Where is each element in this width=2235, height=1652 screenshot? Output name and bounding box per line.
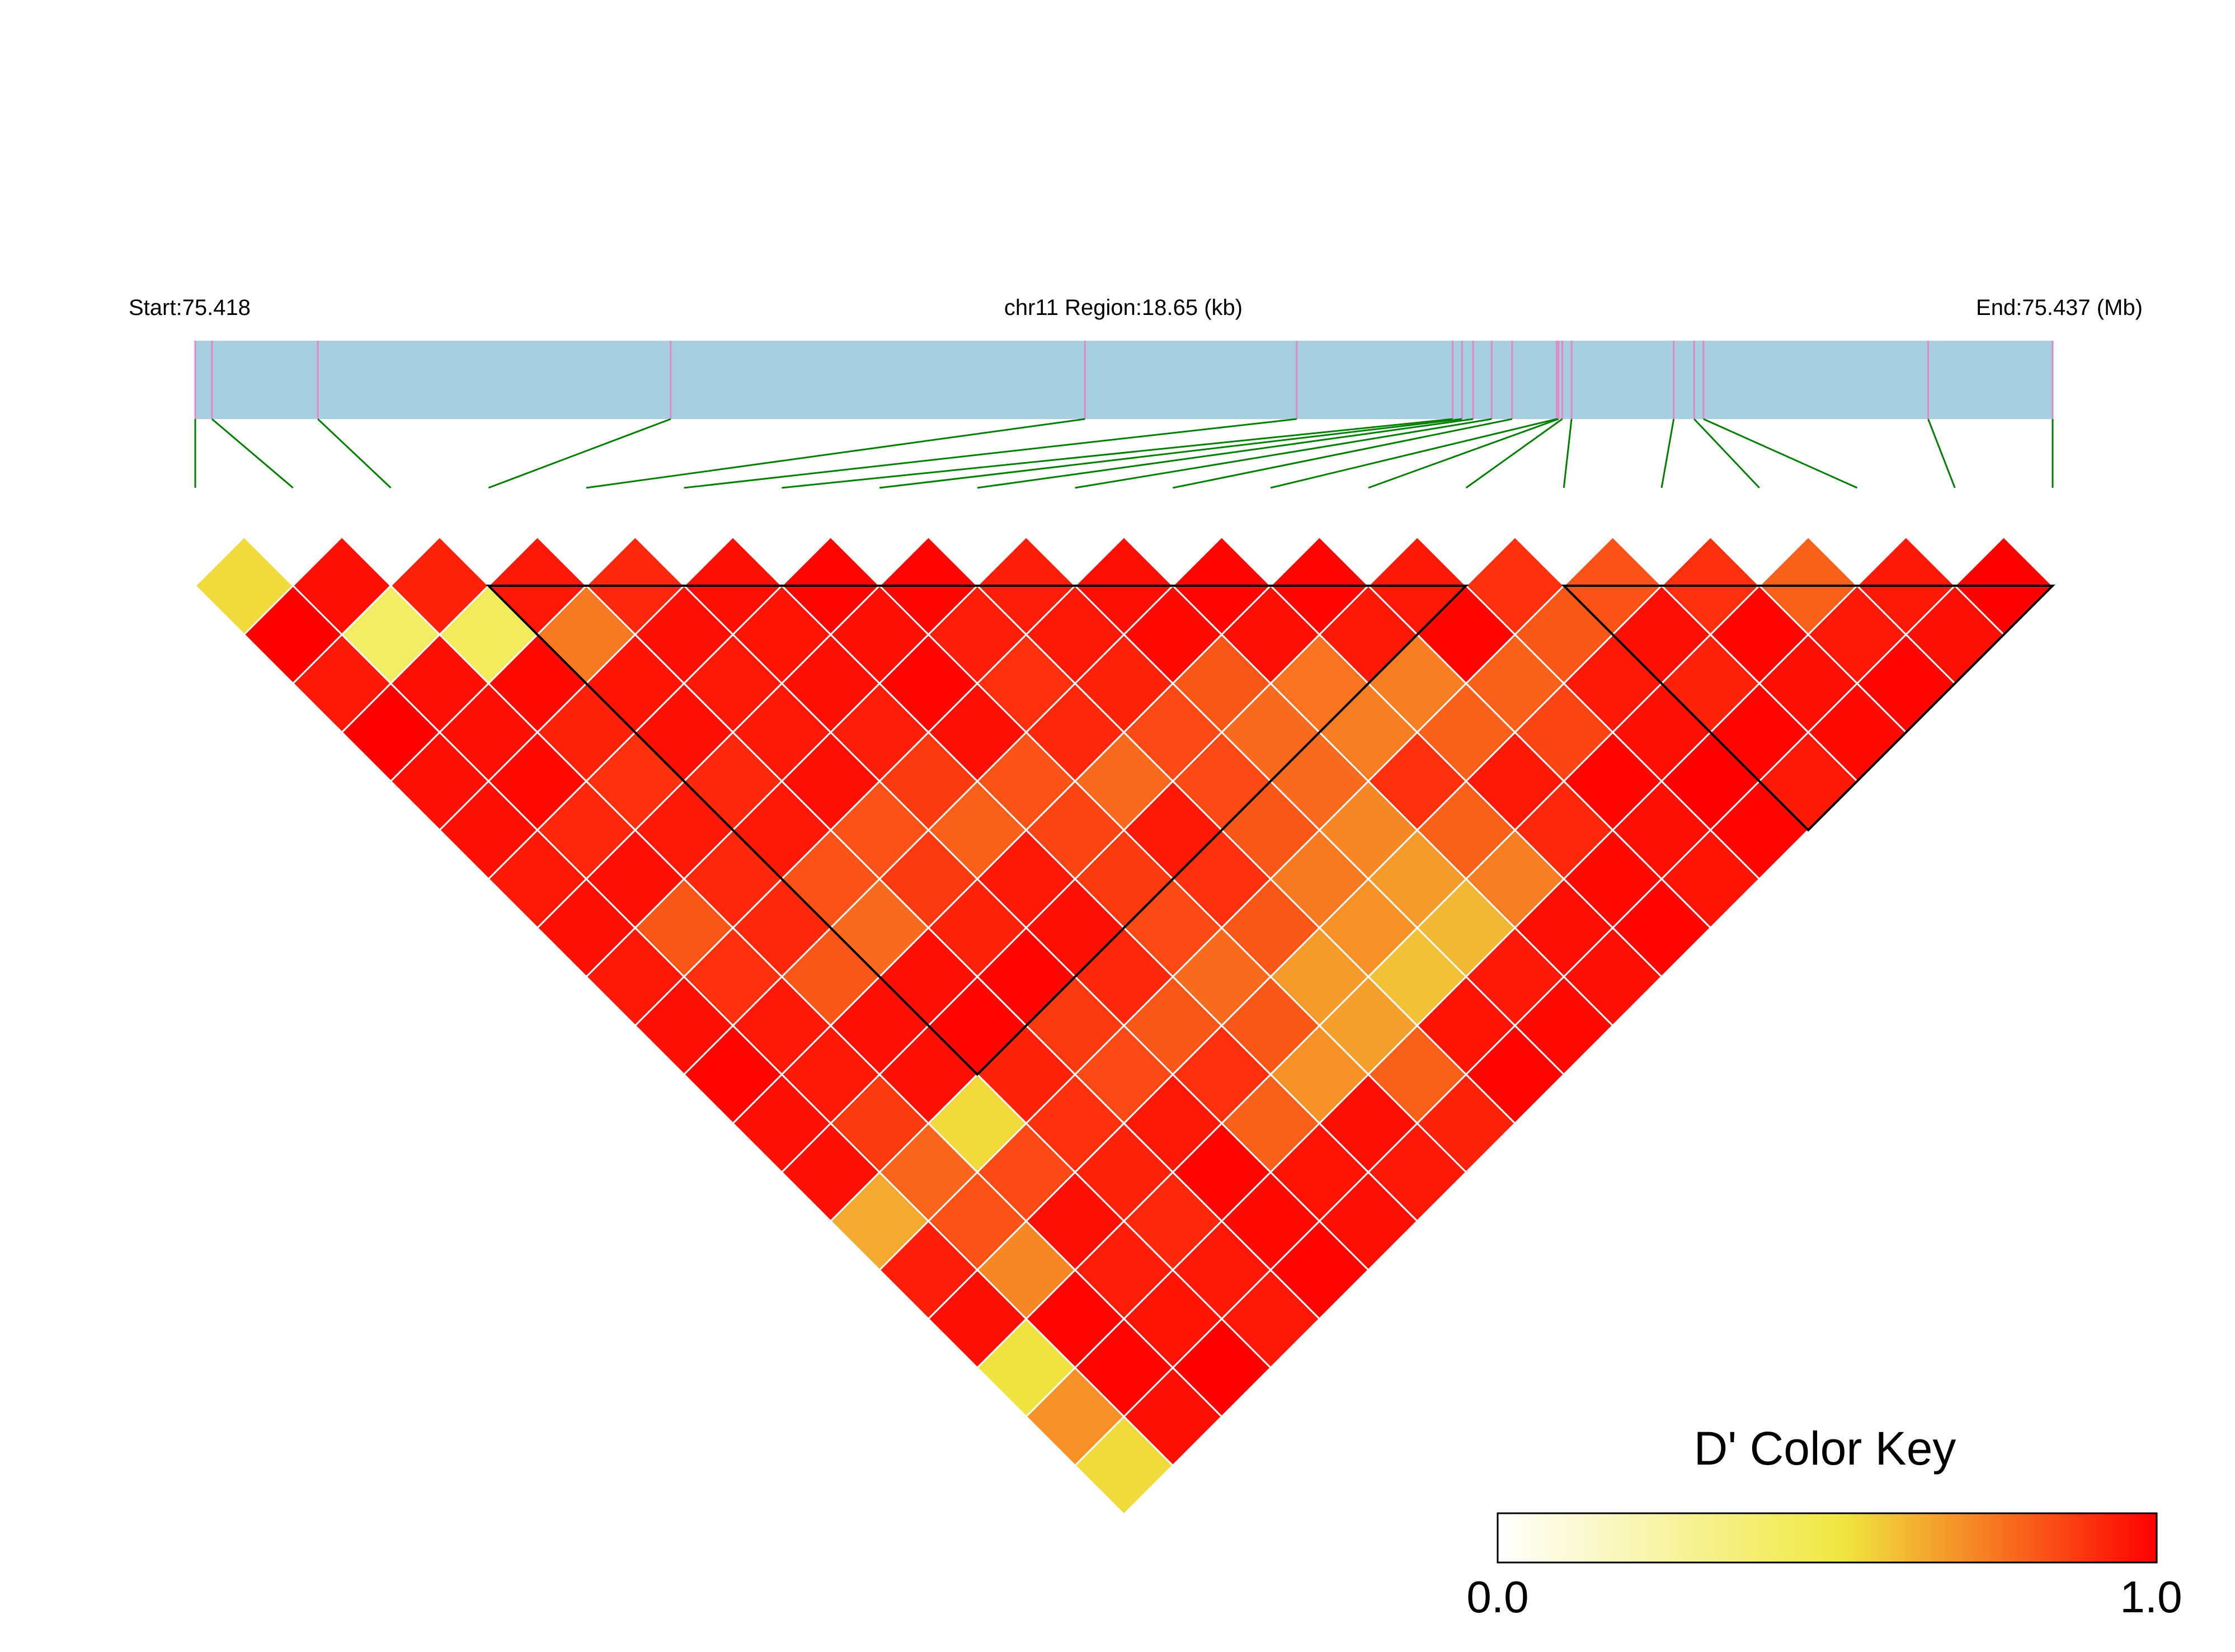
snp-connector: [1693, 418, 1760, 489]
color-key-bar: [1497, 1512, 2158, 1564]
snp-connector: [1173, 418, 1513, 489]
snp-connector: [1465, 418, 1563, 489]
snp-connector: [1927, 418, 1956, 488]
snp-connector: [1703, 418, 1858, 489]
color-key-title: D' Color Key: [1694, 1422, 1956, 1475]
ld-cells: [194, 535, 2054, 1516]
snp-connector: [1075, 418, 1492, 489]
snp-connector: [586, 418, 1085, 489]
region-end-label: End:75.437 (Mb): [1976, 295, 2143, 320]
snp-connector: [488, 418, 671, 489]
region-title: chr11 Region:18.65 (kb): [1004, 295, 1243, 320]
ld-cell: [1074, 1415, 1174, 1516]
snp-connector: [977, 418, 1474, 489]
color-key-min-label: 0.0: [1466, 1572, 1528, 1622]
snp-connector: [1368, 418, 1559, 489]
ld-blocks: [486, 585, 2055, 1076]
snp-markers: [194, 341, 2054, 419]
snp-connector: [317, 418, 392, 489]
snp-connector: [1563, 418, 1573, 488]
snp-connector: [879, 418, 1462, 489]
snp-connector: [211, 418, 294, 489]
ld-block-outline: [1561, 585, 2055, 832]
snp-connector: [782, 418, 1453, 489]
snp-connectors: [194, 418, 2054, 489]
snp-connector: [1270, 418, 1557, 489]
snp-connector: [684, 418, 1297, 489]
region-bar: [195, 341, 2053, 419]
color-key-max-label: 1.0: [2120, 1572, 2182, 1622]
ld-block-outline: [486, 585, 1469, 1076]
snp-connector: [1660, 418, 1675, 488]
region-start-label: Start:75.418: [129, 295, 251, 320]
